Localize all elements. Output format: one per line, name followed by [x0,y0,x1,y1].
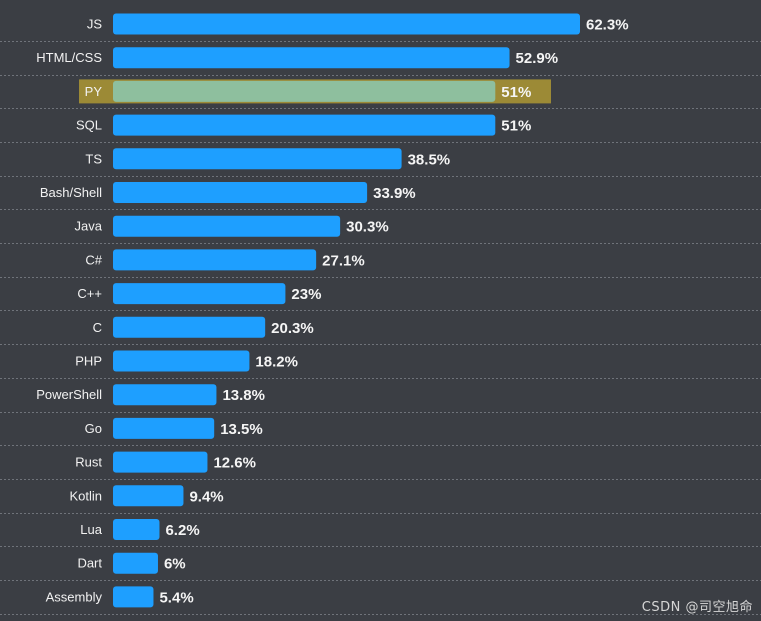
bar-php[interactable] [113,350,250,372]
category-label: PY [85,84,103,99]
bar-go[interactable] [113,417,215,439]
bar-ts[interactable] [113,148,402,170]
category-label: PHP [75,354,102,369]
bar-c[interactable] [113,316,266,338]
value-label: 9.4% [189,488,223,505]
bar-c-[interactable] [113,283,286,305]
category-label: C [93,320,102,335]
category-label: Kotlin [69,488,102,503]
value-label: 27.1% [322,252,365,269]
value-labels: 62.3% 52.9% 51% 51% 38.5% 33.9% 30.3% 27.1%23% 2… [159,17,628,607]
value-label: 6% [164,556,186,573]
csdn-watermark: CSDN @司空旭命 [641,600,753,615]
value-label: 62.3% [586,17,629,34]
category-label: Dart [77,556,102,571]
bar-powershell[interactable] [113,384,217,406]
value-label: 23% [291,286,321,303]
value-label: 5.4% [159,589,193,606]
category-label: PowerShell [36,387,102,402]
bar-html-css[interactable] [113,47,510,69]
category-label: TS [85,151,102,166]
category-label: Go [85,421,102,436]
category-label: HTML/CSS [36,50,102,65]
value-label: 52.9% [516,50,559,67]
bar-c-[interactable] [113,249,317,271]
bar-dart[interactable] [113,552,158,574]
bar-bash-shell[interactable] [113,182,368,203]
value-label: 33.9% [373,185,416,202]
category-label: Java [75,219,103,234]
bar-py[interactable] [113,80,496,102]
bar-assembly[interactable] [113,586,154,608]
value-label: 12.6% [213,455,256,472]
category-label: SQL [76,118,102,133]
value-label: 30.3% [346,219,389,236]
value-label: 13.8% [222,387,265,404]
category-label: JS [87,17,103,32]
bar-js[interactable] [113,13,580,35]
value-label: 51% [501,84,531,101]
bar-sql[interactable] [113,114,496,136]
bar-java[interactable] [113,215,341,237]
category-label: Rust [75,455,102,470]
row-separators [0,41,761,615]
bar-lua[interactable] [113,519,160,540]
value-label: 18.2% [255,354,298,371]
category-label: C# [85,252,102,267]
category-labels: JS HTML/CSS PY SQL TS Bash/Shell Java C# C++ C PHP… [36,17,103,605]
value-label: 13.5% [220,421,263,438]
value-label: 51% [501,118,531,135]
bar-kotlin[interactable] [113,485,184,507]
bar-rust[interactable] [113,451,208,473]
category-label: Assembly [46,589,103,604]
category-label: Lua [80,522,102,537]
category-label: Bash/Shell [40,185,102,200]
bars-layer [113,13,580,608]
value-label: 38.5% [408,151,451,168]
category-label: C++ [77,286,102,301]
value-label: 6.2% [165,522,199,539]
value-label: 20.3% [271,320,314,337]
